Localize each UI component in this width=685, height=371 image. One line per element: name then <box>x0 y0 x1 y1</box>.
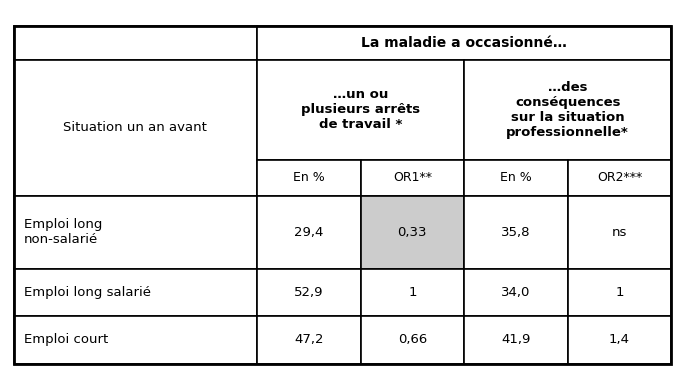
Bar <box>360 269 464 316</box>
Text: 0,66: 0,66 <box>398 333 427 347</box>
Bar <box>14 26 257 60</box>
Bar <box>257 60 464 160</box>
Bar <box>257 269 360 316</box>
Bar <box>568 316 671 364</box>
Bar <box>257 196 360 269</box>
Text: 34,0: 34,0 <box>501 286 531 299</box>
Bar <box>568 196 671 269</box>
Text: Emploi long salarié: Emploi long salarié <box>24 286 151 299</box>
Bar <box>464 196 568 269</box>
Bar <box>464 269 568 316</box>
Text: 0,33: 0,33 <box>397 226 427 239</box>
Bar <box>464 316 568 364</box>
Text: 35,8: 35,8 <box>501 226 531 239</box>
Text: En %: En % <box>293 171 325 184</box>
Bar <box>14 196 257 269</box>
Text: Situation un an avant: Situation un an avant <box>64 121 208 134</box>
Bar <box>14 60 257 196</box>
Text: 29,4: 29,4 <box>294 226 323 239</box>
Text: Tableau 7 : Conséquences de la maladie en termes  d’arrêt de travail et de chang: Tableau 7 : Conséquences de la maladie e… <box>86 2 599 12</box>
Bar <box>464 160 568 196</box>
Bar <box>257 160 360 196</box>
Text: En %: En % <box>500 171 532 184</box>
Text: …des
conséquences
sur la situation
professionnelle*: …des conséquences sur la situation profe… <box>506 81 629 139</box>
Text: 41,9: 41,9 <box>501 333 531 347</box>
Text: OR1**: OR1** <box>393 171 432 184</box>
Text: 1,4: 1,4 <box>609 333 630 347</box>
Bar <box>257 316 360 364</box>
Text: 52,9: 52,9 <box>294 286 323 299</box>
Bar <box>568 269 671 316</box>
Text: Emploi court: Emploi court <box>24 333 108 347</box>
Text: 1: 1 <box>615 286 624 299</box>
Text: Emploi long
non-salarié: Emploi long non-salarié <box>24 218 102 246</box>
Text: …un ou
plusieurs arrêts
de travail *: …un ou plusieurs arrêts de travail * <box>301 88 420 131</box>
Bar <box>257 26 671 60</box>
Bar <box>14 316 257 364</box>
Text: La maladie a occasionné…: La maladie a occasionné… <box>361 36 567 50</box>
Bar <box>14 269 257 316</box>
Bar <box>568 160 671 196</box>
Text: 47,2: 47,2 <box>294 333 323 347</box>
Bar <box>464 60 671 160</box>
Text: ns: ns <box>612 226 627 239</box>
Bar <box>360 196 464 269</box>
Text: 1: 1 <box>408 286 416 299</box>
Bar <box>360 316 464 364</box>
Bar <box>360 160 464 196</box>
Text: OR2***: OR2*** <box>597 171 642 184</box>
